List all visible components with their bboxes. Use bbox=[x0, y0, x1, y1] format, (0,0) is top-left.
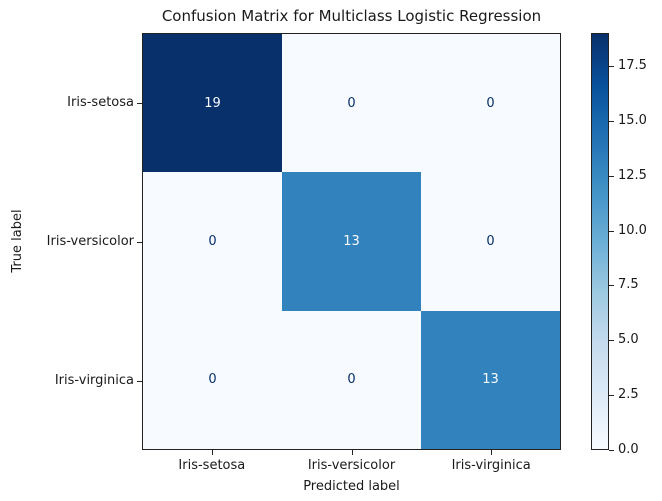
colorbar-tick-mark bbox=[609, 65, 614, 67]
heatmap-cell-0-2: 0 bbox=[421, 34, 560, 173]
colorbar-tick-label: 5.0 bbox=[618, 332, 639, 348]
colorbar-tick-label: 7.5 bbox=[618, 277, 639, 293]
y-tick-label: Iris-setosa bbox=[67, 94, 134, 110]
colorbar-tick-mark bbox=[609, 285, 614, 287]
x-tick-label: Iris-setosa bbox=[178, 458, 246, 473]
y-tick-label: Iris-versicolor bbox=[46, 233, 134, 249]
heatmap-cell-1-2: 0 bbox=[421, 172, 560, 311]
x-tick-mark bbox=[211, 450, 213, 455]
x-axis-label: Predicted label bbox=[303, 479, 400, 494]
colorbar-tick-label: 0.0 bbox=[618, 442, 639, 457]
colorbar-tick-label: 12.5 bbox=[618, 167, 647, 183]
heatmap-cell-2-0: 0 bbox=[143, 310, 282, 449]
heatmap-cell-2-2: 13 bbox=[421, 310, 560, 449]
y-tick-mark bbox=[137, 241, 142, 243]
colorbar-tick-mark bbox=[609, 120, 614, 122]
y-tick-mark bbox=[137, 380, 142, 382]
heatmap-cell-2-1: 0 bbox=[282, 310, 421, 449]
colorbar-tick-label: 10.0 bbox=[618, 222, 647, 238]
chart-title: Confusion Matrix for Multiclass Logistic… bbox=[161, 7, 542, 25]
y-axis-label: True label bbox=[10, 209, 25, 273]
heatmap-cell-1-1: 13 bbox=[282, 172, 421, 311]
colorbar-tick-label: 2.5 bbox=[618, 387, 639, 403]
x-tick-mark bbox=[351, 450, 353, 455]
colorbar-tick-mark bbox=[609, 230, 614, 232]
heatmap-grid: 19 0 0 0 13 0 0 0 13 bbox=[142, 33, 561, 450]
x-tick-label: Iris-virginica bbox=[451, 458, 531, 473]
y-tick-mark bbox=[137, 102, 142, 104]
y-tick-label: Iris-virginica bbox=[54, 372, 134, 388]
heatmap-cell-1-0: 0 bbox=[143, 172, 282, 311]
heatmap-cell-0-1: 0 bbox=[282, 34, 421, 173]
colorbar-tick-mark bbox=[609, 175, 614, 177]
colorbar-tick-label: 17.5 bbox=[618, 57, 647, 73]
colorbar-tick-mark bbox=[609, 340, 614, 342]
colorbar-tick-label: 15.0 bbox=[618, 112, 647, 128]
colorbar bbox=[591, 33, 609, 450]
heatmap-cell-0-0: 19 bbox=[143, 34, 282, 173]
x-tick-mark bbox=[491, 450, 493, 455]
x-tick-label: Iris-versicolor bbox=[307, 458, 396, 473]
colorbar-tick-mark bbox=[609, 395, 614, 397]
colorbar-tick-mark bbox=[609, 450, 614, 451]
